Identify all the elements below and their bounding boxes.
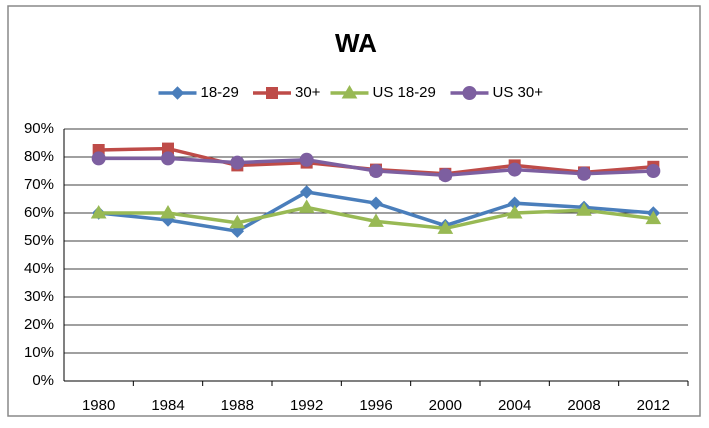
marker xyxy=(507,162,522,177)
y-tick-label: 30% xyxy=(24,288,54,305)
y-tick-label: 70% xyxy=(24,176,54,193)
marker xyxy=(369,164,383,178)
marker xyxy=(577,166,591,181)
x-tick-label: 2000 xyxy=(429,397,462,414)
marker xyxy=(160,205,176,219)
x-tick-label: 1988 xyxy=(221,397,254,414)
marker xyxy=(576,202,592,216)
legend-label: US 30+ xyxy=(493,84,544,101)
legend-label: 18-29 xyxy=(201,84,239,101)
legend-label: 30+ xyxy=(295,84,321,101)
marker xyxy=(90,205,107,219)
legend-marker xyxy=(341,85,358,99)
y-tick-label: 20% xyxy=(24,316,54,333)
marker xyxy=(368,213,384,227)
y-tick-label: 90% xyxy=(24,120,54,137)
marker xyxy=(437,220,454,234)
legend-label: US 18-29 xyxy=(373,84,436,101)
legend-marker xyxy=(266,87,278,99)
x-tick-label: 1992 xyxy=(290,397,323,414)
marker xyxy=(298,199,315,213)
y-tick-label: 0% xyxy=(32,372,54,389)
legend-marker xyxy=(170,86,185,100)
x-tick-label: 2004 xyxy=(498,397,531,414)
marker xyxy=(230,155,245,170)
marker xyxy=(646,164,661,178)
chart-title: WA xyxy=(335,28,377,58)
marker xyxy=(645,210,662,225)
x-tick-label: 1996 xyxy=(359,397,392,414)
y-tick-label: 10% xyxy=(24,344,54,361)
marker xyxy=(229,214,246,229)
y-tick-label: 80% xyxy=(24,148,54,165)
x-tick-label: 1984 xyxy=(151,397,184,414)
marker xyxy=(506,205,523,219)
y-tick-label: 40% xyxy=(24,260,54,277)
legend-marker xyxy=(462,86,477,100)
marker xyxy=(91,151,106,166)
x-tick-label: 2012 xyxy=(637,397,670,414)
marker xyxy=(299,152,314,167)
x-tick-label: 2008 xyxy=(567,397,600,414)
marker xyxy=(299,185,314,199)
marker xyxy=(438,168,453,183)
x-tick-label: 1980 xyxy=(82,397,115,414)
y-tick-label: 50% xyxy=(24,232,54,249)
marker xyxy=(161,151,175,166)
marker xyxy=(369,196,383,210)
y-tick-label: 60% xyxy=(24,204,54,221)
